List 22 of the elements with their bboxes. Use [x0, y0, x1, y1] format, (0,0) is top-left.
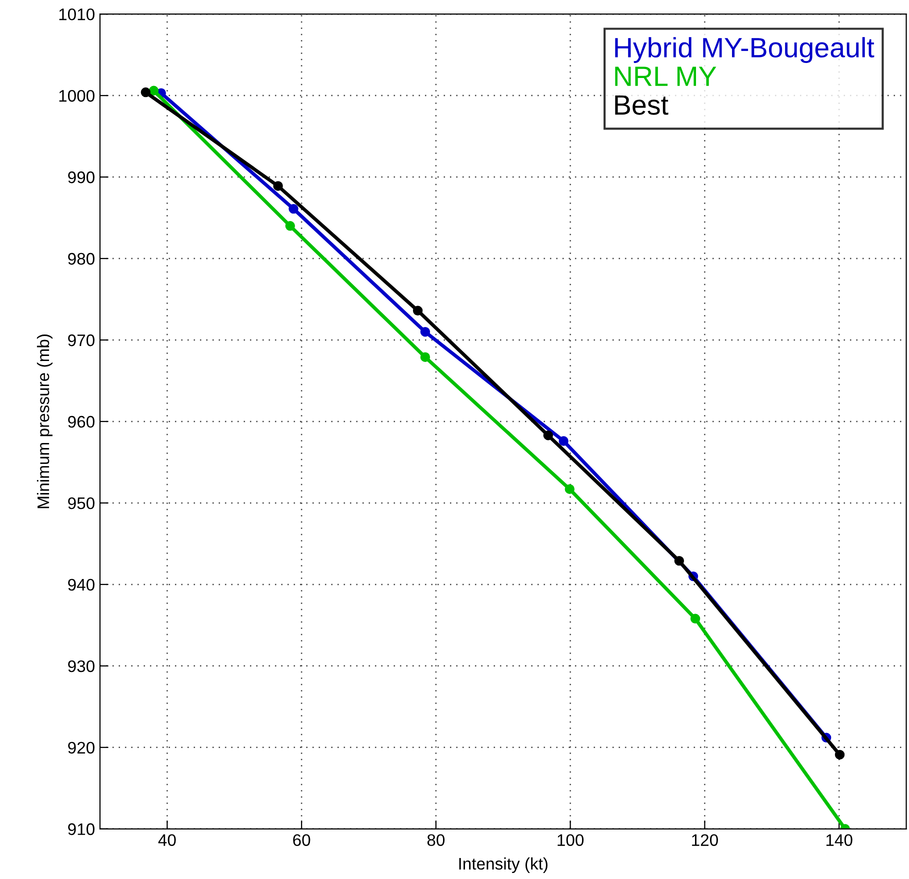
y-tick-label: 950 — [68, 497, 94, 510]
text: Hybrid MY-Bougeault — [615, 37, 874, 63]
x-tick-label: 80 — [427, 834, 445, 846]
y-tick-label: 1010 — [59, 8, 94, 20]
y-tick-label: 920 — [68, 742, 94, 754]
y-tick-label: 990 — [68, 171, 94, 184]
text: NRL MY — [615, 66, 716, 86]
y-tick-label: 940 — [68, 578, 94, 591]
y-tick-label: 910 — [68, 823, 94, 836]
y-tick-label: 960 — [68, 416, 94, 428]
y-tick-label: 970 — [68, 334, 94, 346]
y-axis-title: Minimum pressure (mb) — [36, 334, 52, 508]
x-tick-label: 120 — [692, 834, 718, 846]
x-axis-title: Intensity (kt) — [459, 857, 548, 873]
x-tick-label: 140 — [826, 834, 852, 846]
x-tick-label: 40 — [158, 834, 176, 846]
y-tick-label: 980 — [68, 252, 94, 265]
y-tick-label: 1000 — [59, 90, 94, 102]
x-tick-label: 100 — [558, 834, 584, 846]
x-tick-label: 60 — [293, 834, 310, 846]
text: Best — [615, 95, 668, 115]
y-tick-label: 930 — [68, 660, 94, 672]
